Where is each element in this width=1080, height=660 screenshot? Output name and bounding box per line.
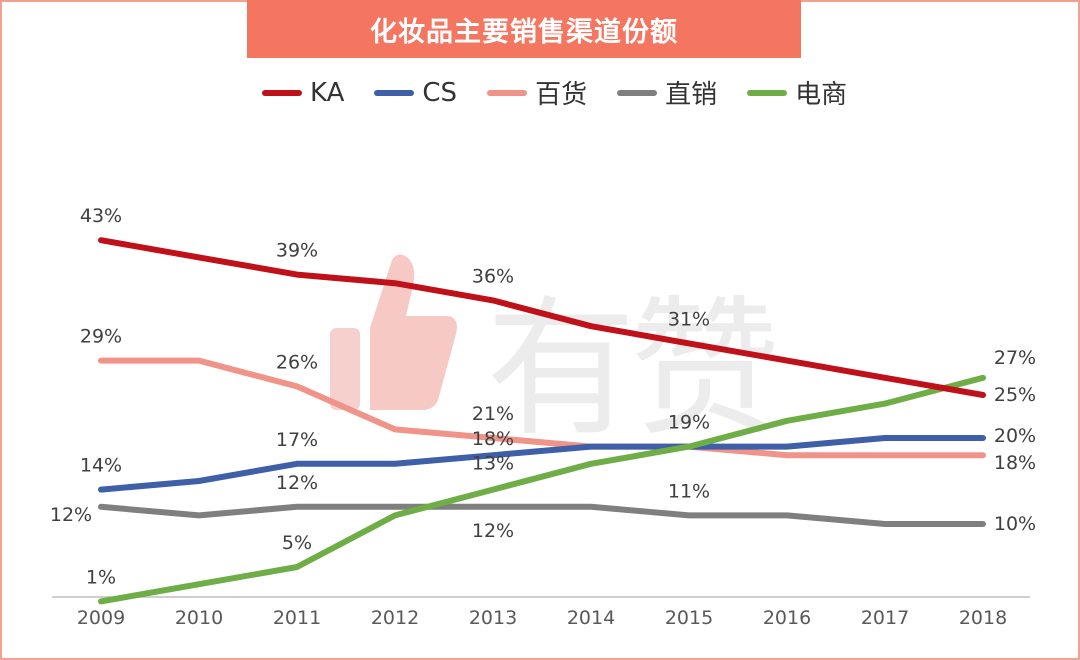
data-label-电商-2: 5% (282, 532, 312, 554)
data-label-CS-6: 19% (668, 412, 710, 434)
x-tick-label-2009: 2009 (77, 607, 125, 629)
data-label-KA-9: 25% (994, 384, 1036, 406)
legend-label-department-store: 百货 (535, 80, 588, 110)
data-label-KA-6: 31% (668, 308, 710, 330)
series-line-电商 (98, 374, 986, 605)
legend-item-department-store: 百货 (487, 74, 587, 111)
x-tick-label-2010: 2010 (175, 607, 223, 629)
series-line-直销 (98, 503, 986, 527)
legend-label-ecommerce: 电商 (795, 80, 848, 110)
legend-item-cs: CS (374, 78, 457, 108)
data-label-百货-4: 21% (472, 403, 514, 425)
legend-swatch-direct-sales (617, 89, 658, 96)
series-line-KA (98, 237, 986, 398)
legend-label-cs: CS (422, 77, 458, 108)
x-tick-label-2014: 2014 (567, 607, 615, 629)
data-label-电商-9: 27% (994, 347, 1036, 369)
data-label-电商-0: 1% (86, 566, 116, 588)
legend-swatch-ka (262, 89, 302, 96)
x-tick-label-2017: 2017 (861, 607, 909, 629)
data-label-百货-9: 18% (994, 452, 1036, 474)
data-label-直销-9: 10% (994, 513, 1036, 535)
x-tick-label-2012: 2012 (371, 607, 419, 629)
data-label-直销-2: 12% (276, 472, 318, 494)
thumbs-up-watermark-icon (330, 254, 457, 410)
data-label-电商-4: 13% (472, 453, 514, 475)
data-label-CS-0: 14% (80, 455, 122, 477)
legend-item-direct-sales: 直销 (617, 74, 717, 111)
data-label-KA-4: 36% (472, 265, 514, 287)
data-label-KA-0: 43% (80, 205, 122, 227)
legend-item-ecommerce: 电商 (747, 74, 847, 111)
legend-item-ka: KA (262, 78, 344, 108)
data-label-KA-2: 39% (276, 240, 318, 262)
series-line-CS (98, 435, 986, 493)
data-label-直销-4: 12% (472, 520, 514, 542)
data-label-百货-2: 26% (276, 351, 318, 373)
chart-title: 化妆品主要销售渠道份额 (247, 0, 801, 58)
x-tick-label-2018: 2018 (959, 607, 1007, 629)
data-label-CS-9: 20% (994, 425, 1036, 447)
legend: KA CS 百货 直销 电商 (262, 74, 877, 111)
legend-swatch-cs (374, 89, 415, 96)
data-label-CS-2: 17% (276, 429, 318, 451)
x-tick-label-2013: 2013 (469, 607, 517, 629)
data-label-直销-6: 11% (668, 480, 710, 502)
x-tick-label-2016: 2016 (763, 607, 811, 629)
data-label-百货-0: 29% (80, 326, 122, 348)
legend-label-ka: KA (310, 77, 345, 108)
x-tick-label-2011: 2011 (273, 607, 321, 629)
legend-label-direct-sales: 直销 (665, 80, 718, 110)
data-label-直销-0: 12% (50, 504, 92, 526)
legend-swatch-ecommerce (747, 89, 788, 96)
legend-swatch-department-store (487, 89, 528, 96)
x-tick-label-2015: 2015 (665, 607, 713, 629)
data-label-CS-4: 18% (472, 428, 514, 450)
series-line-百货 (98, 357, 986, 459)
